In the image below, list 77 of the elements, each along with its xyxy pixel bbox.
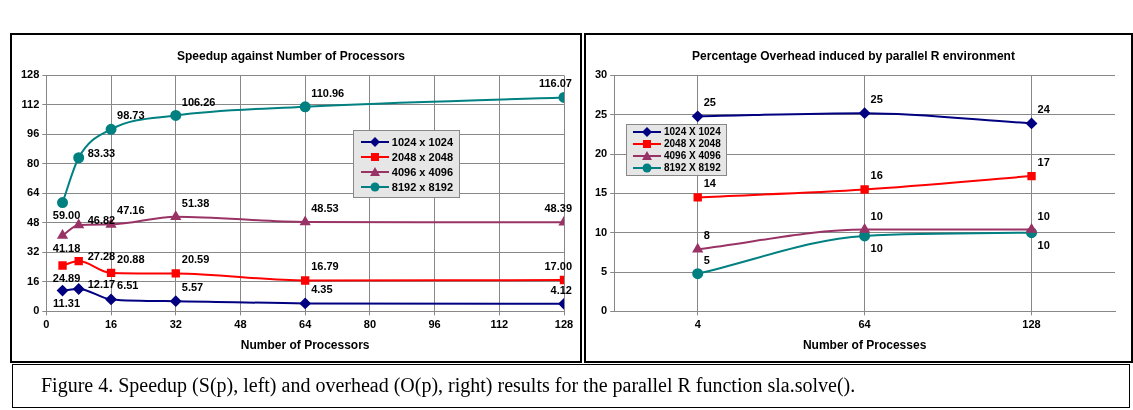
- data-label: 20.59: [181, 253, 210, 266]
- y-tick-label: 48: [27, 215, 40, 228]
- data-label: 41.18: [52, 241, 81, 254]
- y-tick-label: 80: [27, 156, 40, 169]
- data-label: 14: [703, 177, 717, 190]
- data-label: 5: [703, 253, 710, 266]
- data-label: 12.17: [87, 277, 116, 290]
- data-label: 6.51: [117, 279, 139, 292]
- data-label: 24.89: [52, 271, 81, 284]
- data-label: 10: [870, 241, 883, 254]
- data-label: 116.07: [538, 77, 572, 90]
- x-axis-title: Number of Processors: [240, 338, 370, 353]
- data-label: 25: [703, 96, 716, 109]
- y-tick-label: 96: [27, 127, 40, 140]
- data-label: 11.31: [53, 296, 80, 309]
- x-tick-label: 16: [104, 318, 118, 331]
- data-label: 48.53: [311, 201, 339, 214]
- x-tick-label: 128: [554, 318, 574, 331]
- data-label: 20.88: [117, 252, 145, 265]
- data-label: 110.96: [311, 86, 345, 99]
- x-tick-label: 64: [299, 318, 313, 331]
- x-tick-label: 80: [363, 318, 377, 331]
- y-tick-label: 0: [33, 304, 40, 317]
- x-tick-label: 48: [234, 318, 247, 331]
- data-label: 106.26: [181, 95, 216, 108]
- y-tick-label: 15: [594, 186, 608, 199]
- data-label: 16.79: [311, 260, 339, 273]
- legend-label: 8192 X 8192: [664, 162, 721, 174]
- legend-label: 2048 X 2048: [664, 138, 721, 150]
- y-tick-label: 32: [27, 245, 40, 258]
- y-tick-label: 64: [27, 186, 41, 199]
- legend-label: 2048 x 2048: [391, 150, 453, 163]
- caption: Figure 4. Speedup (S(p), left) and overhead (O(p), right) results for the parallel R function sla.solve().: [12, 364, 1130, 408]
- data-label: 24: [1037, 103, 1051, 116]
- data-label: 4.35: [311, 283, 333, 296]
- legend-label: 1024 x 1024: [391, 135, 453, 148]
- y-tick-label: 0: [601, 304, 608, 317]
- y-tick-label: 20: [594, 147, 608, 160]
- data-label: 51.38: [181, 196, 210, 209]
- chart-title: Percentage Overhead induced by parallel R environment: [692, 48, 1015, 63]
- y-tick-label: 30: [594, 68, 608, 81]
- legend-label: 4096 X 4096: [664, 150, 721, 162]
- data-label: 8: [703, 229, 710, 242]
- x-tick-label: 32: [169, 318, 182, 331]
- x-axis-title: Number of Processes: [802, 338, 927, 353]
- data-label: 83.33: [87, 146, 116, 159]
- y-tick-label: 16: [27, 274, 40, 287]
- chart-title: Speedup against Number of Processors: [176, 48, 406, 63]
- data-label: 4.12: [550, 283, 572, 296]
- data-label: 10: [870, 209, 883, 222]
- data-label: 47.16: [117, 204, 145, 217]
- data-label: 25: [870, 93, 883, 106]
- legend-label: 8192 x 8192: [391, 180, 453, 193]
- legend-label: 1024 X 1024: [664, 126, 721, 138]
- data-label: 98.73: [117, 109, 145, 122]
- x-tick-label: 0: [43, 318, 50, 331]
- data-label: 59.00: [52, 208, 81, 221]
- data-label: 10: [1037, 238, 1050, 251]
- data-label: 46.82: [87, 214, 116, 227]
- data-label: 5.57: [181, 281, 204, 294]
- data-label: 16: [870, 169, 883, 182]
- y-tick-label: 10: [594, 225, 608, 238]
- x-tick-label: 128: [1022, 318, 1041, 331]
- data-label: 27.28: [87, 250, 116, 263]
- legend-label: 4096 x 4096: [391, 165, 453, 178]
- y-tick-label: 128: [20, 68, 40, 81]
- x-tick-label: 96: [428, 318, 441, 331]
- x-tick-label: 112: [490, 318, 509, 331]
- x-tick-label: 64: [858, 318, 872, 331]
- data-label: 10: [1037, 209, 1050, 222]
- x-tick-label: 4: [694, 318, 702, 331]
- data-label: 48.39: [544, 202, 572, 215]
- data-label: 17.00: [544, 260, 572, 273]
- y-tick-label: 5: [601, 265, 608, 278]
- y-tick-label: 25: [594, 107, 608, 120]
- y-tick-label: 112: [21, 97, 40, 110]
- data-label: 17: [1037, 156, 1050, 169]
